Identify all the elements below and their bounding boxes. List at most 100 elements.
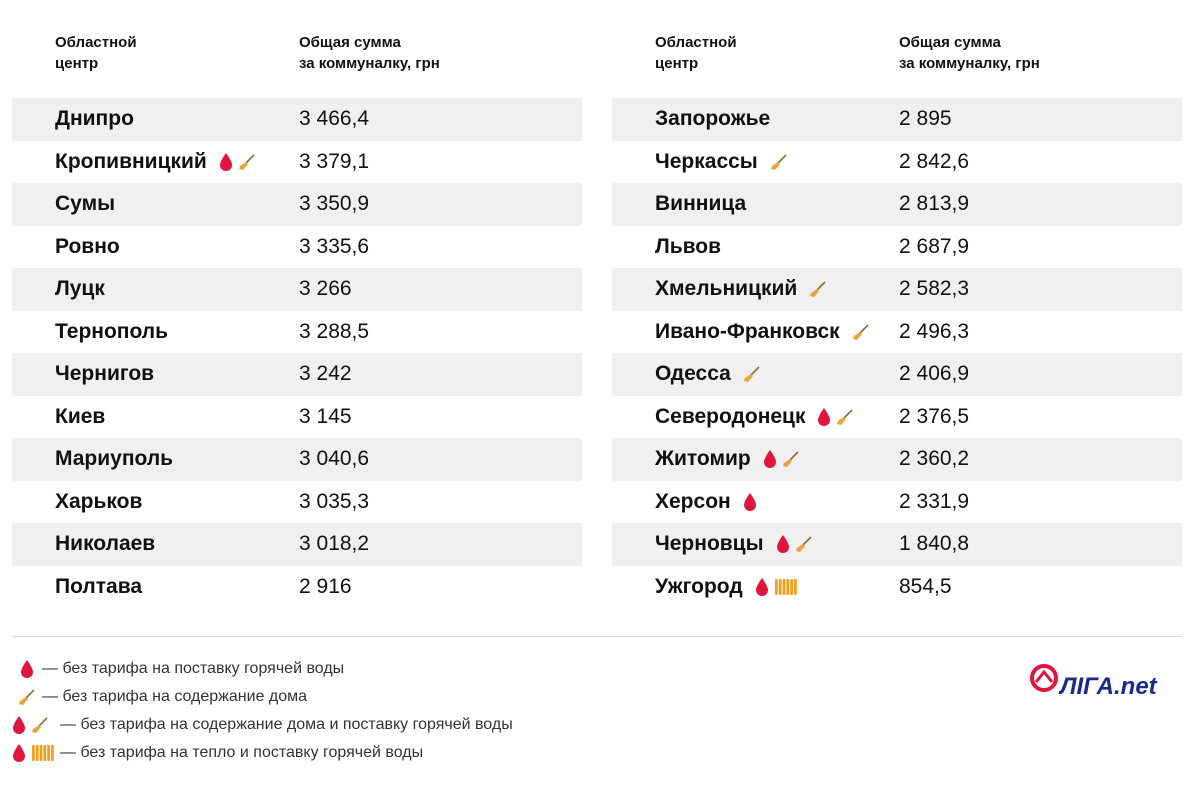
water-drop-icon: [743, 492, 756, 511]
water-drop-icon: [219, 152, 232, 171]
logo-text: ЛIГА.net: [1060, 673, 1157, 700]
sum-cell: 2 842,6: [899, 149, 970, 173]
broom-icon: [837, 409, 854, 425]
legend-icons: [12, 688, 42, 706]
water-drop-icon: [818, 407, 831, 426]
legend-item: — без тарифа на содержание дома: [12, 683, 513, 711]
water-drop-icon: [763, 450, 776, 469]
city-cell: Черновцы: [612, 532, 899, 556]
city-name: Львов: [655, 234, 722, 258]
city-cell: Винница: [612, 192, 899, 216]
city-name: Винница: [655, 192, 747, 216]
city-name: Мариуполь: [55, 447, 174, 471]
divider: [12, 636, 1182, 637]
legend-item: — без тарифа на содержание дома и постав…: [12, 711, 513, 739]
sum-cell: 2 895: [899, 107, 952, 131]
legend-text: — без тарифа на поставку горячей воды: [42, 660, 345, 677]
table-row: Харьков 3 035,3: [12, 481, 582, 524]
sum-cell: 3 466,4: [299, 107, 370, 131]
city-name: Сумы: [55, 192, 116, 216]
city-cell: Львов: [612, 235, 899, 259]
sum-cell: 3 018,2: [299, 532, 370, 556]
tariff-icons: [219, 152, 256, 172]
city-cell: Чернигов: [12, 362, 299, 386]
table-row: Ивано-Франковск 2 496,3: [612, 311, 1182, 354]
legend-icons: [12, 659, 42, 679]
city-cell: Ровно: [12, 235, 299, 259]
header-city: Областной центр: [55, 34, 137, 72]
city-cell: Ужгород: [612, 575, 899, 599]
tariff-icons: [809, 280, 827, 298]
table-row: Кропивницкий 3 379,1: [12, 141, 582, 184]
table-row: Северодонецк 2 376,5: [612, 396, 1182, 439]
table-row: Львов 2 687,9: [612, 226, 1182, 269]
city-name: Житомир: [655, 447, 751, 471]
tariff-icons: [743, 492, 757, 512]
tariff-icons: [770, 153, 788, 171]
left-table: Областной центр Общая сумма за коммуналк…: [12, 28, 582, 608]
legend-item: — без тарифа на поставку горячей воды: [12, 655, 513, 683]
legend-text: — без тарифа на тепло и поставку горячей…: [60, 744, 424, 761]
tariff-icons: [763, 449, 800, 469]
radiator-icon: [774, 578, 797, 595]
table-row: Николаев 3 018,2: [12, 523, 582, 566]
table-row: Луцк 3 266: [12, 268, 582, 311]
table-row: Черновцы 1 840,8: [612, 523, 1182, 566]
sum-cell: 3 335,6: [299, 234, 370, 258]
sum-cell: 3 288,5: [299, 319, 370, 343]
table-row: Киев 3 145: [12, 396, 582, 439]
sum-cell: 3 242: [299, 362, 352, 386]
city-name: Черновцы: [655, 532, 764, 556]
table-row: Чернигов 3 242: [12, 353, 582, 396]
right-table-body: Запорожье 2 895 Черкассы 2 842,6 Винница 2 81…: [612, 98, 1182, 608]
city-cell: Одесса: [612, 362, 899, 386]
water-drop-icon: [13, 744, 25, 762]
water-drop-icon: [755, 577, 768, 596]
liga-logo: ЛIГА.net: [1030, 655, 1157, 701]
header-sum: Общая сумма за коммуналку, грн: [899, 34, 1040, 72]
table-row: Мариуполь 3 040,6: [12, 438, 582, 481]
city-name: Хмельницкий: [655, 277, 798, 301]
city-cell: Днипро: [12, 107, 299, 131]
legend-item: — без тарифа на тепло и поставку горячей…: [12, 739, 513, 767]
city-cell: Луцк: [12, 277, 299, 301]
city-cell: Хмельницкий: [612, 277, 899, 301]
sum-cell: 3 035,3: [299, 489, 370, 513]
header-city: Областной центр: [655, 34, 737, 72]
table-row: Полтава 2 916: [12, 566, 582, 609]
city-name: Запорожье: [655, 107, 771, 131]
city-cell: Мариуполь: [12, 447, 299, 471]
sum-cell: 2 813,9: [899, 192, 970, 216]
broom-icon: [810, 281, 826, 298]
city-cell: Запорожье: [612, 107, 899, 131]
table-row: Тернополь 3 288,5: [12, 311, 582, 354]
city-name: Днипро: [55, 107, 134, 131]
city-cell: Николаев: [12, 532, 299, 556]
tariff-icons: [817, 407, 854, 427]
city-name: Ивано-Франковск: [655, 319, 840, 343]
sum-cell: 3 145: [299, 404, 352, 428]
broom-icon: [32, 717, 48, 733]
sum-cell: 3 266: [299, 277, 352, 301]
tariff-icons: [743, 365, 761, 383]
city-name: Северодонецк: [655, 404, 806, 428]
sum-cell: 2 916: [299, 574, 352, 598]
city-name: Черкассы: [655, 149, 758, 173]
broom-icon: [238, 154, 255, 170]
city-cell: Киев: [12, 405, 299, 429]
city-cell: Сумы: [12, 192, 299, 216]
legend: — без тарифа на поставку горячей воды — б…: [12, 655, 513, 767]
city-name: Ровно: [55, 234, 120, 258]
table-header: Областной центр Общая сумма за коммуналк…: [612, 28, 1182, 98]
broom-icon: [19, 689, 35, 705]
city-name: Ужгород: [655, 574, 743, 598]
city-cell: Ивано-Франковск: [612, 320, 899, 344]
city-name: Луцк: [55, 277, 105, 301]
sum-cell: 3 040,6: [299, 447, 370, 471]
tariff-icons: [755, 577, 798, 597]
sum-cell: 1 840,8: [899, 532, 970, 556]
broom-icon: [795, 536, 812, 553]
sum-cell: 2 376,5: [899, 404, 970, 428]
water-drop-icon: [13, 716, 25, 734]
legend-icons: [12, 743, 60, 763]
